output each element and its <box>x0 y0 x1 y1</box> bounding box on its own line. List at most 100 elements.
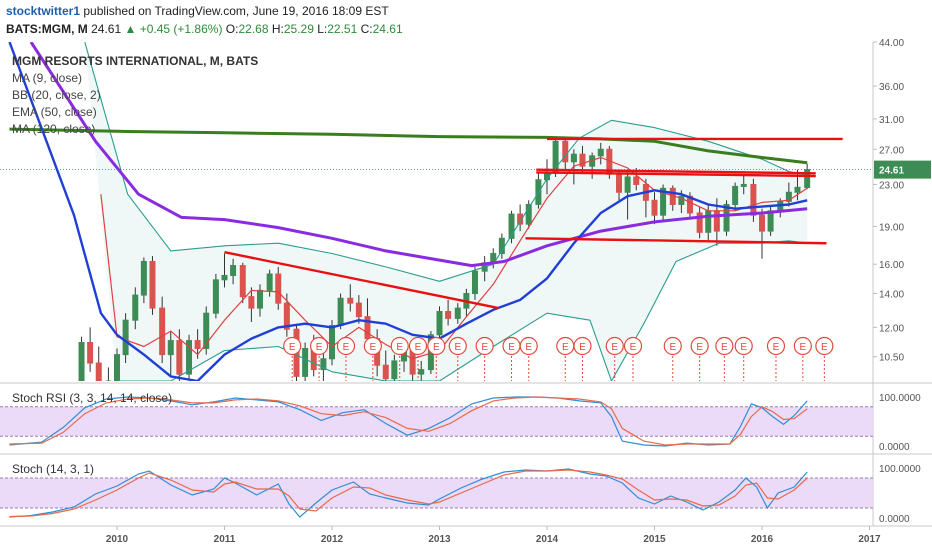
legend-item[interactable]: MA (120, close) <box>12 122 95 136</box>
candle-body[interactable] <box>562 140 569 163</box>
publisher-link[interactable]: stocktwitter1 <box>6 4 81 18</box>
candle-body[interactable] <box>122 319 129 356</box>
candle-body[interactable] <box>256 289 263 309</box>
candle-body[interactable] <box>355 302 362 318</box>
candle-body[interactable] <box>248 296 255 309</box>
legend-item[interactable]: MA (9, close) <box>12 71 82 85</box>
candle-body[interactable] <box>266 273 273 291</box>
candle-body[interactable] <box>713 210 720 232</box>
earnings-marker[interactable] <box>793 336 812 356</box>
candle-body[interactable] <box>320 358 327 371</box>
candle-body[interactable] <box>750 183 757 216</box>
candle-body[interactable] <box>525 203 532 225</box>
candle-body[interactable] <box>87 342 94 364</box>
candle-body[interactable] <box>239 265 246 298</box>
legend-item[interactable]: EMA (50, close) <box>12 105 97 119</box>
candle-body[interactable] <box>221 274 228 281</box>
candle-body[interactable] <box>275 273 282 304</box>
candle-body[interactable] <box>624 176 631 193</box>
candle-body[interactable] <box>382 364 389 380</box>
candle-body[interactable] <box>364 316 371 340</box>
candle-body[interactable] <box>517 213 524 225</box>
candle-body[interactable] <box>740 183 747 187</box>
candle-body[interactable] <box>212 279 219 314</box>
earnings-marker[interactable] <box>427 336 446 356</box>
candle-body[interactable] <box>418 369 425 375</box>
candle-body[interactable] <box>176 340 183 375</box>
candle-body[interactable] <box>723 203 730 232</box>
candle-body[interactable] <box>696 212 703 233</box>
candle-body[interactable] <box>651 199 658 216</box>
candle-body[interactable] <box>194 340 201 349</box>
earnings-marker[interactable] <box>766 336 786 356</box>
candle-body[interactable] <box>149 260 156 309</box>
candle-body[interactable] <box>445 310 452 319</box>
candle-body[interactable] <box>732 185 739 205</box>
earnings-marker[interactable] <box>448 336 467 356</box>
candle-body[interactable] <box>633 176 640 185</box>
earnings-marker[interactable] <box>734 336 753 356</box>
earnings-marker[interactable] <box>519 336 538 356</box>
candle-body[interactable] <box>597 148 604 157</box>
candle-body[interactable] <box>329 325 335 360</box>
candle-body[interactable] <box>616 173 623 193</box>
candle-body[interactable] <box>347 297 354 304</box>
candle-body[interactable] <box>660 187 667 216</box>
candle-body[interactable] <box>159 307 166 356</box>
candle-body[interactable] <box>759 214 765 232</box>
earnings-marker[interactable] <box>475 336 494 356</box>
candle-body[interactable] <box>186 340 193 375</box>
candle-body[interactable] <box>95 362 102 388</box>
candle-body[interactable] <box>230 265 237 276</box>
legend-item[interactable]: BB (20, close, 2) <box>12 88 101 102</box>
candle-body[interactable] <box>454 307 461 319</box>
earnings-marker[interactable] <box>573 336 592 356</box>
earnings-marker[interactable] <box>390 336 409 356</box>
candle-body[interactable] <box>302 347 309 377</box>
trendline[interactable] <box>536 168 816 175</box>
earnings-marker[interactable] <box>408 336 428 356</box>
candle-body[interactable] <box>283 302 290 330</box>
earnings-marker[interactable] <box>363 336 382 356</box>
earnings-marker-label: E <box>800 342 807 353</box>
candle-body[interactable] <box>167 340 174 356</box>
candle-body[interactable] <box>78 342 85 404</box>
time-axis-label: 2012 <box>321 534 344 545</box>
candle-body[interactable] <box>391 360 398 380</box>
candle-body[interactable] <box>785 191 792 202</box>
trendline[interactable] <box>224 250 499 310</box>
earnings-marker[interactable] <box>663 336 682 356</box>
earnings-marker[interactable] <box>690 336 709 356</box>
candle-body[interactable] <box>114 354 120 381</box>
earnings-marker-label: E <box>289 342 296 353</box>
candle-body[interactable] <box>140 260 147 296</box>
candle-body[interactable] <box>203 312 210 349</box>
candle-body[interactable] <box>471 270 478 295</box>
earnings-marker[interactable] <box>815 336 834 356</box>
candle-body[interactable] <box>570 153 577 163</box>
earnings-marker[interactable] <box>283 336 302 356</box>
price-axis-label: 19.00 <box>879 222 904 233</box>
candle-body[interactable] <box>132 294 139 321</box>
candle-body[interactable] <box>794 186 801 193</box>
earnings-marker[interactable] <box>310 336 329 356</box>
ema50-line <box>29 42 808 268</box>
quote-line: BATS:MGM, M 24.61 ▲ +0.45 (+1.86%) O:22.… <box>6 22 403 36</box>
earnings-marker[interactable] <box>623 336 643 356</box>
trendline[interactable] <box>525 237 827 245</box>
candle-body[interactable] <box>579 153 586 167</box>
earnings-marker[interactable] <box>336 336 356 356</box>
candle-body[interactable] <box>705 210 712 233</box>
earnings-marker[interactable] <box>605 336 624 356</box>
price-axis-label: 23.00 <box>879 180 904 191</box>
candle-body[interactable] <box>678 195 685 205</box>
open-value: 22.68 <box>238 22 269 36</box>
earnings-marker[interactable] <box>715 336 734 356</box>
earnings-marker-label: E <box>821 342 828 353</box>
trendline[interactable] <box>536 171 816 178</box>
candle-body[interactable] <box>508 213 515 239</box>
candle-body[interactable] <box>436 310 443 336</box>
candle-body[interactable] <box>337 297 344 327</box>
candle-body[interactable] <box>767 210 774 232</box>
